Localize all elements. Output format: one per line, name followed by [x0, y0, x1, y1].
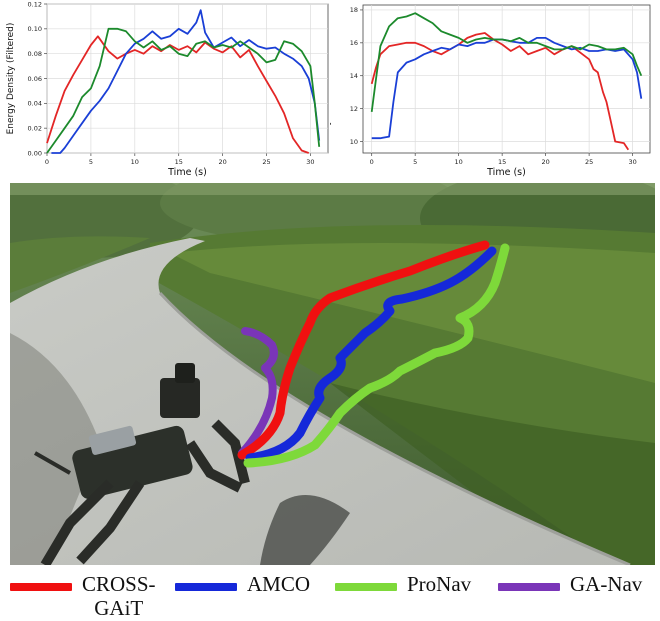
x-tick-label: 20 [218, 158, 226, 166]
y-tick-label: 18 [350, 6, 358, 14]
y-tick-label: 12 [350, 105, 358, 113]
energy-density-chart: 0 5 10 15 20 25 30 0.00 0.02 0.04 0.06 0.08 0.10 0.12… [0, 0, 335, 183]
x-tick-label: 15 [175, 158, 183, 166]
photographer-shadow [260, 495, 350, 565]
trajectory-ganav [238, 327, 278, 457]
legend-item-cross-gait: CROSS- GAiT [10, 572, 156, 620]
y-tick-label: 0.12 [28, 0, 42, 8]
x-tick-label: 25 [262, 158, 270, 166]
legend-item-pronav: ProNav [335, 572, 471, 596]
y-tick-label: 0.06 [28, 75, 42, 83]
x-tick-label: 30 [628, 158, 636, 166]
legend-item-amco: AMCO [175, 572, 310, 596]
legend-label-cross-gait: CROSS- GAiT [82, 572, 156, 620]
joint-effort-plot: 0 5 10 15 20 25 30 10 12 14 16 18 Time (s) Joint Effo… [322, 4, 651, 178]
legend: CROSS- GAiT AMCO ProNav GA-Nav [0, 566, 660, 621]
legend-swatch-cross-gait [10, 583, 72, 591]
x-tick-label: 0 [370, 158, 374, 166]
series-line-2 [46, 27, 321, 154]
x-tick-label: 30 [306, 158, 314, 166]
joint-effort-chart: 0 5 10 15 20 25 30 10 12 14 16 18 Time (s) Joint Effo… [322, 0, 660, 183]
series-line-0 [46, 35, 310, 154]
walkway [10, 238, 630, 565]
y-axis-label: Joint Effort (Filtered) [330, 34, 332, 126]
x-tick-label: 25 [585, 158, 593, 166]
trajectory-cross-gait [237, 240, 490, 460]
series-line-0 [370, 32, 630, 151]
legend-swatch-ganav [498, 583, 560, 591]
scene-illustration [0, 163, 660, 568]
y-tick-label: 0.04 [28, 100, 42, 108]
y-tick-label: 14 [350, 72, 358, 80]
plot-area [362, 4, 651, 154]
legend-swatch-pronav [335, 583, 397, 591]
y-tick-label: 0.00 [28, 149, 42, 157]
trajectory-pronav [243, 243, 510, 468]
x-tick-label: 20 [541, 158, 549, 166]
y-tick-label: 16 [350, 39, 358, 47]
legend-label-amco: AMCO [247, 572, 311, 596]
x-axis-label: Time (s) [486, 167, 526, 178]
x-axis-label: Time (s) [167, 167, 207, 178]
y-tick-label: 10 [350, 138, 358, 146]
series-line-2 [370, 12, 643, 113]
x-tick-label: 5 [413, 158, 417, 166]
y-tick-label: 0.02 [28, 124, 42, 132]
x-tick-label: 5 [89, 158, 93, 166]
y-axis-label: Energy Density (Filtered) [6, 23, 16, 135]
x-tick-label: 10 [455, 158, 463, 166]
legend-label-pronav: ProNav [407, 572, 472, 596]
legend-swatch-amco [175, 583, 237, 591]
tree-shadow [10, 333, 100, 565]
x-tick-label: 15 [498, 158, 506, 166]
x-tick-label: 10 [131, 158, 139, 166]
y-tick-label: 0.08 [28, 50, 42, 58]
legend-label-ganav: GA-Nav [570, 572, 643, 596]
legend-item-ganav: GA-Nav [498, 572, 642, 596]
robot-trajectory-photo [0, 163, 660, 568]
trajectory-amco [245, 246, 497, 463]
y-tick-label: 0.10 [28, 25, 42, 33]
energy-density-plot: 0 5 10 15 20 25 30 0.00 0.02 0.04 0.06 0.08 0.10 0.12… [6, 0, 329, 178]
x-tick-label: 0 [45, 158, 49, 166]
quadruped-robot [34, 363, 250, 568]
